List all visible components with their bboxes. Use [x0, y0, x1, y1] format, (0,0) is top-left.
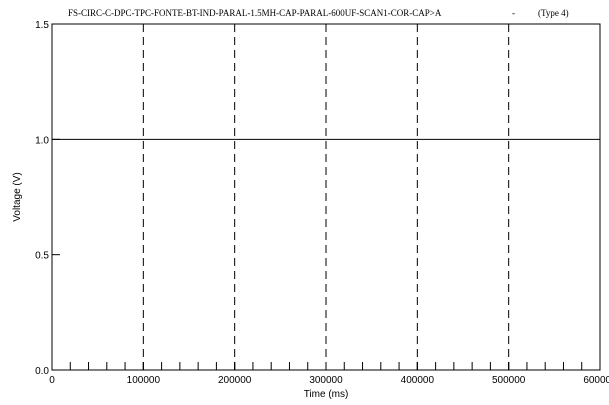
x-tick-label: 500000 [492, 375, 526, 386]
x-tick-label: 400000 [401, 375, 435, 386]
x-tick-label: 300000 [309, 375, 343, 386]
y-tick-label: 0.0 [35, 366, 49, 377]
y-tick-label: 1.5 [35, 20, 49, 31]
y-tick-label: 0.5 [35, 251, 49, 262]
chart-type-label: (Type 4) [538, 8, 569, 18]
x-axis-label: Time (ms) [304, 389, 349, 400]
x-tick-label: 200000 [218, 375, 252, 386]
chart-title-separator: - [512, 8, 515, 18]
x-tick-label: 600000 [583, 375, 609, 386]
y-axis-label: Voltage (V) [12, 172, 23, 221]
y-tick-label: 1.0 [35, 135, 49, 146]
x-tick-label: 0 [49, 375, 55, 386]
x-tick-label: 100000 [127, 375, 161, 386]
vertical-dashed-lines [142, 24, 510, 370]
y-axis-ticks: 0.0 0.5 1.0 1.5 [35, 20, 60, 377]
chart-title: FS-CIRC-C-DPC-TPC-FONTE-BT-IND-PARAL-1.5… [68, 8, 442, 18]
x-axis-ticks: 0 100000 200000 300000 400000 500000 600000 [49, 362, 609, 386]
